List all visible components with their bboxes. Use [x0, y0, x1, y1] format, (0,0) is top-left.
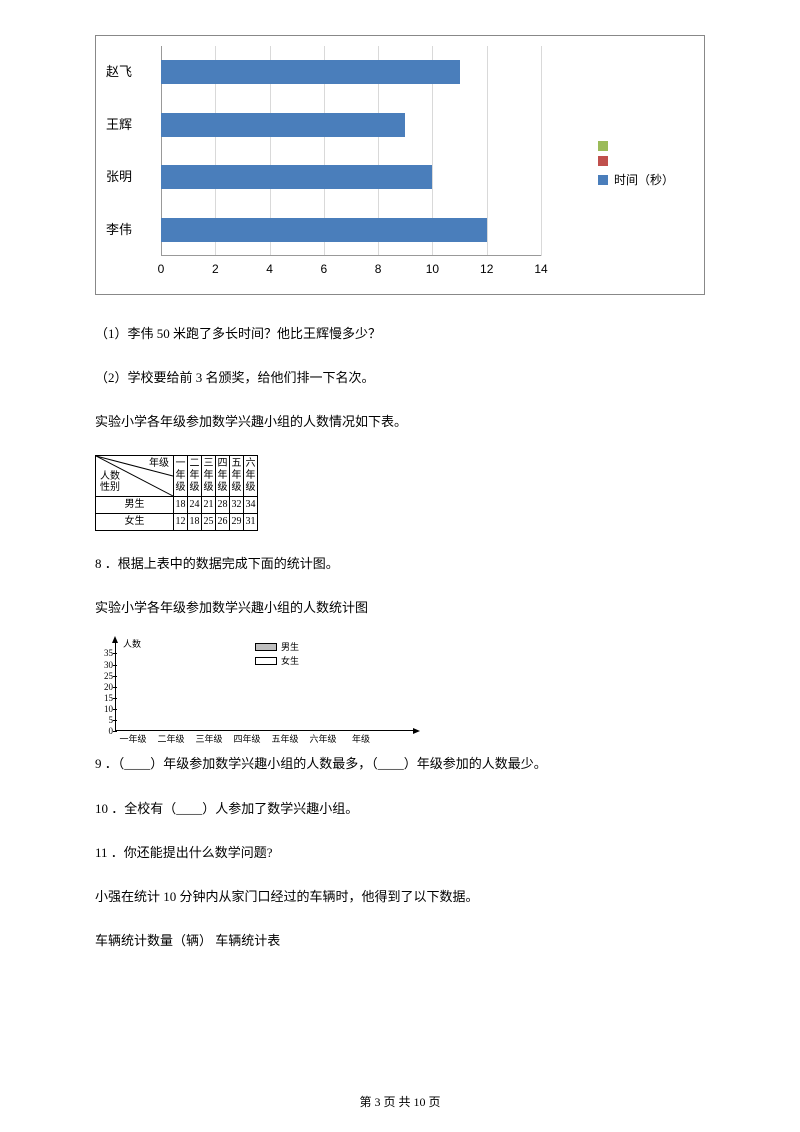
grade-data-table: 年级 人数 性别 一年级 二年级 三年级 四年级 五年级 六年级 男生 18 2… — [95, 455, 258, 531]
x-tick-label: 三年级 — [194, 732, 224, 745]
col-grade-4: 四年级 — [216, 456, 230, 497]
legend-item — [598, 156, 674, 166]
x-tick-label: 14 — [531, 262, 551, 276]
chart-legend: 时间（秒） — [598, 136, 674, 193]
y-tick-label: 25 — [99, 672, 113, 681]
y-tick-label: 20 — [99, 683, 113, 692]
x-tick-label: 0 — [151, 262, 171, 276]
empty-stat-chart: 男生女生 人数 05101520253035 一年级二年级三年级四年级五年级六年… — [95, 641, 415, 731]
para-vehicle-table: 车辆统计数量（辆） 车辆统计表 — [95, 930, 705, 952]
diag-label-top: 年级 — [149, 458, 169, 470]
col-grade-3: 三年级 — [202, 456, 216, 497]
x-tick-label: 四年级 — [232, 732, 262, 745]
x-tick-label: 二年级 — [156, 732, 186, 745]
x-tick-label: 6 — [314, 262, 334, 276]
col-grade-1: 一年级 — [174, 456, 188, 497]
y-tick-label: 15 — [99, 694, 113, 703]
y-tick-label: 5 — [99, 716, 113, 725]
stat-chart-title: 实验小学各年级参加数学兴趣小组的人数统计图 — [95, 597, 705, 619]
time-bar-chart: 赵飞王辉张明李伟 0 2 4 6 8 10 12 14 时间（秒） — [95, 35, 705, 295]
question-9: 9 ．（____）年级参加数学兴趣小组的人数最多，（____）年级参加的人数最少… — [95, 753, 705, 775]
question-1: （1）李伟 50 米跑了多长时间？他比王辉慢多少？ — [95, 323, 705, 345]
bar-row: 李伟 — [161, 218, 541, 242]
bar — [161, 165, 432, 189]
stat-axes: 人数 05101520253035 一年级二年级三年级四年级五年级六年级年级 — [115, 641, 415, 731]
bar-row: 王辉 — [161, 113, 541, 137]
table-row: 男生 18 24 21 28 32 34 — [96, 497, 258, 514]
x-tick-label: 12 — [477, 262, 497, 276]
x-tick-label: 年级 — [346, 732, 376, 745]
x-tick-label: 五年级 — [270, 732, 300, 745]
question-10: 10 ．全校有（____）人参加了数学兴趣小组。 — [95, 798, 705, 820]
y-axis-arrow — [112, 636, 118, 643]
bar — [161, 113, 405, 137]
bar-label: 张明 — [106, 165, 156, 189]
table-intro: 实验小学各年级参加数学兴趣小组的人数情况如下表。 — [95, 411, 705, 433]
question-11: 11 ．你还能提出什么数学问题? — [95, 842, 705, 864]
question-2: （2）学校要给前 3 名颁奖，给他们排一下名次。 — [95, 367, 705, 389]
bar — [161, 60, 460, 84]
x-tick-label: 一年级 — [118, 732, 148, 745]
table-diagonal-header: 年级 人数 性别 — [96, 456, 174, 497]
stat-x-axis — [115, 730, 415, 731]
legend-swatch — [598, 175, 608, 185]
bar-row: 赵飞 — [161, 60, 541, 84]
x-tick-label: 10 — [422, 262, 442, 276]
chart-plot-area: 赵飞王辉张明李伟 02468101214 — [161, 46, 541, 256]
bar-row: 张明 — [161, 165, 541, 189]
y-tick-label: 35 — [99, 649, 113, 658]
x-tick-label: 8 — [368, 262, 388, 276]
bar-label: 李伟 — [106, 218, 156, 242]
row-label-boys: 男生 — [96, 497, 174, 514]
legend-label: 时间（秒） — [614, 171, 674, 188]
table-row: 女生 12 18 25 26 29 31 — [96, 514, 258, 531]
x-axis-arrow — [413, 728, 420, 734]
bar — [161, 218, 487, 242]
x-tick-label: 2 — [205, 262, 225, 276]
col-grade-5: 五年级 — [230, 456, 244, 497]
x-tick-label: 六年级 — [308, 732, 338, 745]
y-tick-label: 30 — [99, 661, 113, 670]
legend-item — [598, 141, 674, 151]
bar-label: 赵飞 — [106, 60, 156, 84]
para-xiaoqiang: 小强在统计 10 分钟内从家门口经过的车辆时，他得到了以下数据。 — [95, 886, 705, 908]
col-grade-2: 二年级 — [188, 456, 202, 497]
x-tick-label: 4 — [260, 262, 280, 276]
col-grade-6: 六年级 — [244, 456, 258, 497]
x-axis — [161, 255, 541, 256]
row-label-girls: 女生 — [96, 514, 174, 531]
y-tick-label: 10 — [99, 705, 113, 714]
page-footer: 第 3 页 共 10 页 — [0, 1093, 800, 1110]
bar-label: 王辉 — [106, 113, 156, 137]
legend-swatch — [598, 141, 608, 151]
question-8: 8 ．根据上表中的数据完成下面的统计图。 — [95, 553, 705, 575]
legend-swatch — [598, 156, 608, 166]
legend-item: 时间（秒） — [598, 171, 674, 188]
y-tick-label: 0 — [99, 727, 113, 736]
y-axis-label: 人数 — [123, 637, 141, 650]
diag-label-bottom: 性别 — [100, 482, 120, 494]
